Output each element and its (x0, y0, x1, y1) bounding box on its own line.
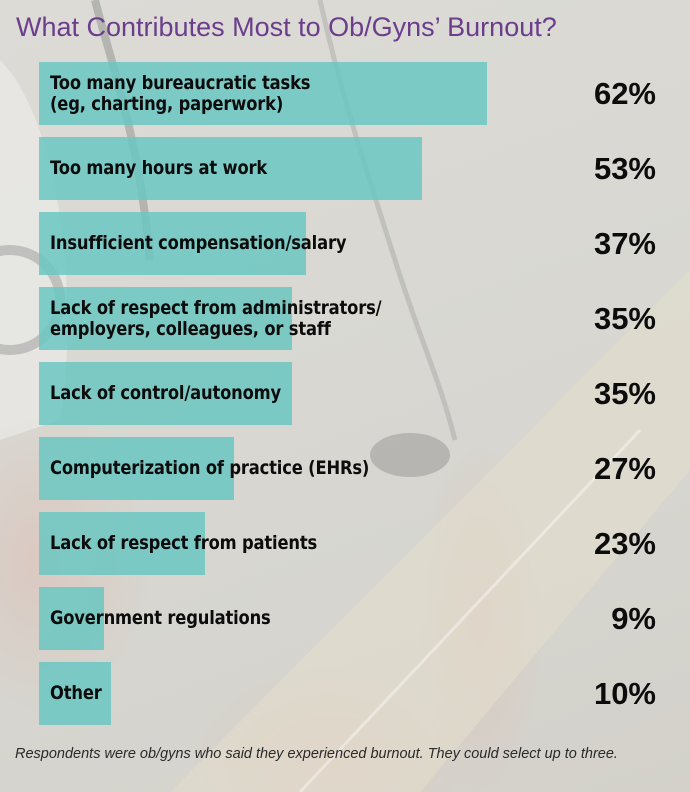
bar-value: 27% (593, 450, 656, 486)
bar-value: 23% (593, 525, 656, 561)
bar (39, 662, 111, 725)
bar-value: 37% (593, 225, 656, 261)
bar (39, 137, 422, 200)
bar-label: Lack of respect from administrators/ emp… (50, 296, 382, 340)
bar-value: 62% (593, 75, 656, 111)
bar-row: Lack of respect from administrators/ emp… (0, 287, 690, 350)
chart-title: What Contributes Most to Ob/Gyns’ Burnou… (16, 12, 557, 42)
bar (39, 437, 234, 500)
bar-value: 35% (593, 300, 656, 336)
bar-row: Insufficient compensation/salary 37% (0, 212, 690, 275)
bar-label: Insufficient compensation/salary (50, 232, 347, 254)
bar-label: Lack of control/autonomy (50, 382, 282, 404)
bar-row: Lack of respect from patients 23% (0, 512, 690, 575)
bar-label: Too many hours at work (50, 157, 268, 179)
bar-label: Computerization of practice (EHRs) (50, 457, 370, 479)
bar-row: Lack of control/autonomy 35% (0, 362, 690, 425)
bar-row: Too many bureaucratic tasks (eg, chartin… (0, 62, 690, 125)
bar-value: 35% (593, 375, 656, 411)
bar-value: 53% (593, 150, 656, 186)
bar (39, 512, 205, 575)
bar-value: 9% (611, 600, 656, 636)
footnote: Respondents were ob/gyns who said they e… (15, 746, 618, 762)
bar-value: 10% (593, 675, 656, 711)
bar-row: Too many hours at work 53% (0, 137, 690, 200)
bar-row: Other 10% (0, 662, 690, 725)
bar-label: Other (50, 682, 102, 704)
bar (39, 587, 104, 650)
bar (39, 362, 292, 425)
bar-row: Computerization of practice (EHRs) 27% (0, 437, 690, 500)
bar-label: Government regulations (50, 607, 271, 629)
bar-label: Too many bureaucratic tasks (eg, chartin… (50, 71, 311, 115)
bar (39, 287, 292, 350)
bar-row: Government regulations 9% (0, 587, 690, 650)
bar (39, 62, 487, 125)
bar (39, 212, 306, 275)
bar-label: Lack of respect from patients (50, 532, 318, 554)
